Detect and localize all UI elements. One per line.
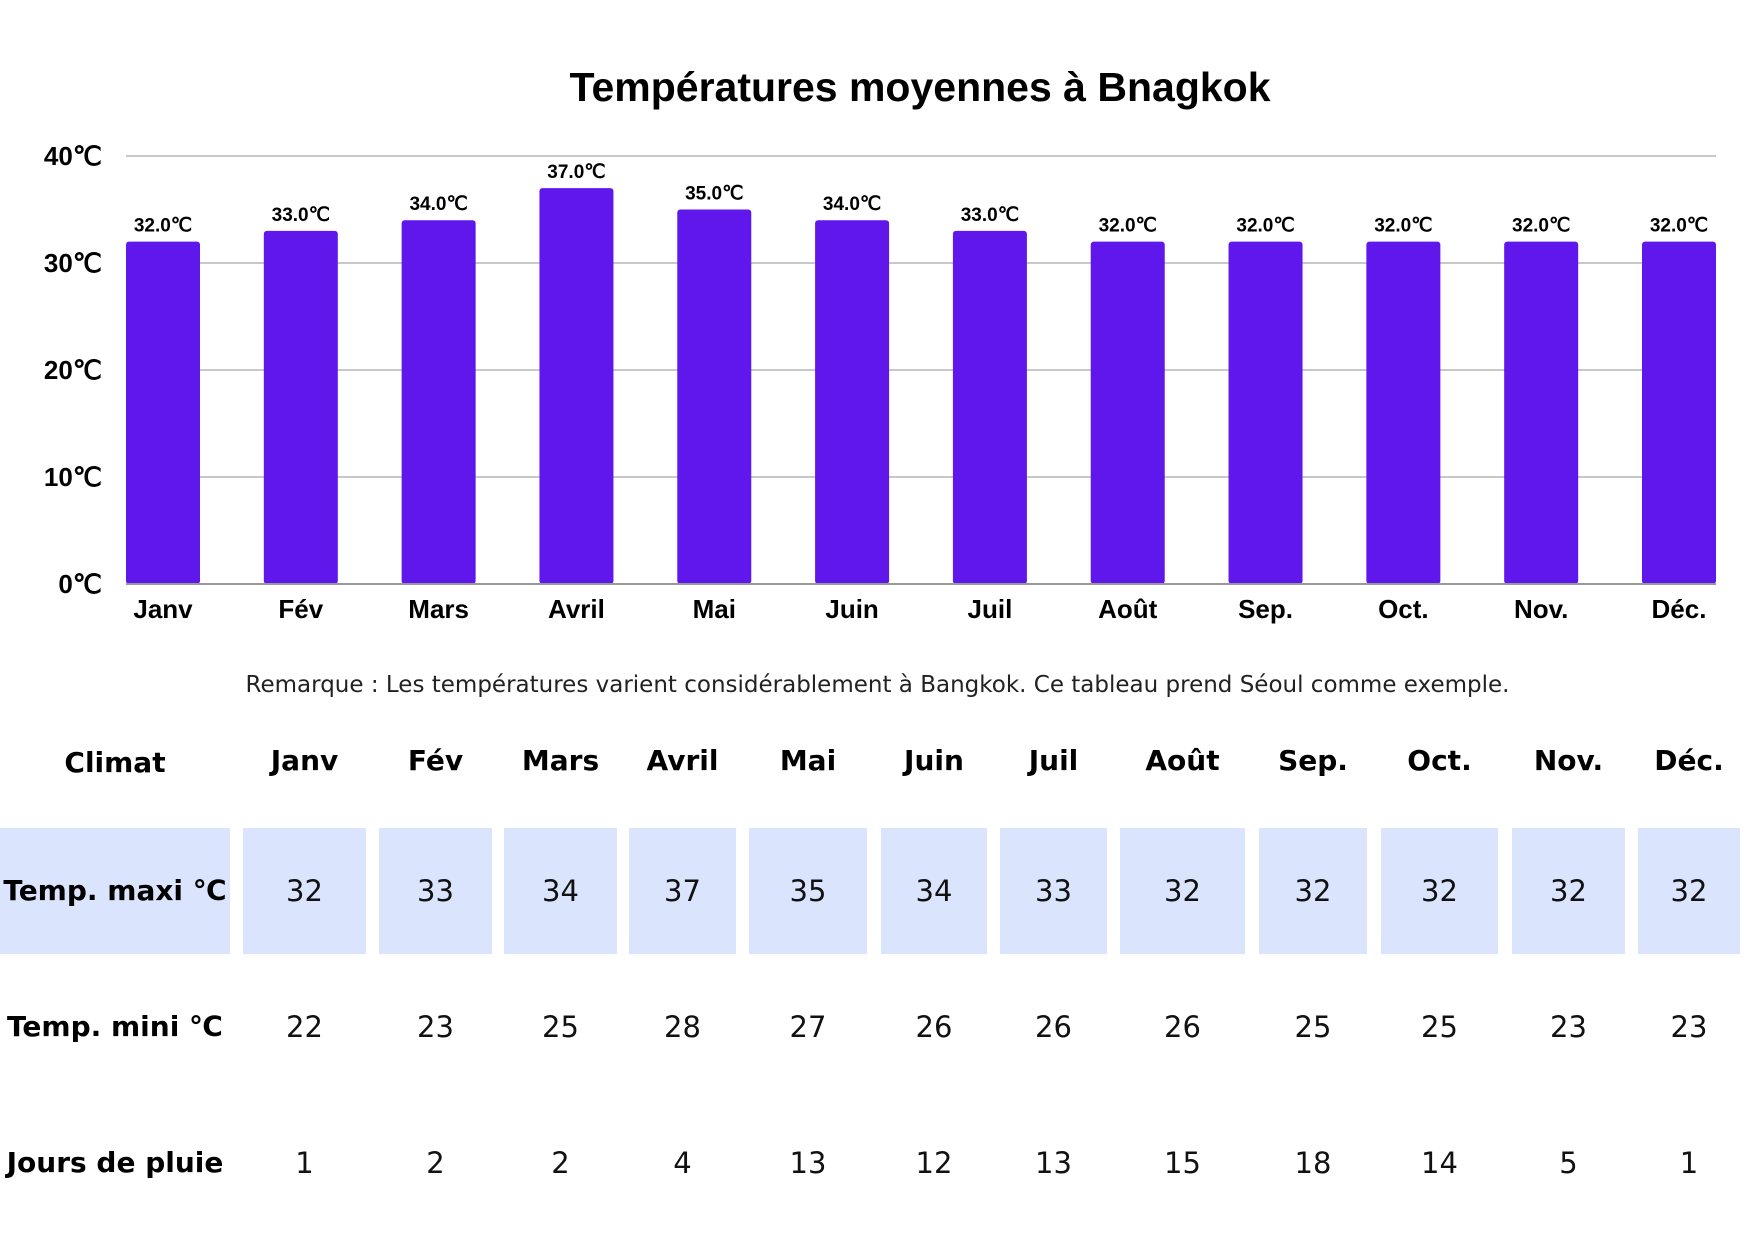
table-cell: 37 xyxy=(629,828,736,954)
x-tick-label: Sep. xyxy=(1238,594,1293,624)
x-tick-label: Avril xyxy=(548,594,605,624)
table-cell: 34 xyxy=(881,828,987,954)
table-cell: 28 xyxy=(664,1010,701,1044)
table-cell: 5 xyxy=(1559,1146,1578,1180)
table-cell: 14 xyxy=(1421,1146,1458,1180)
bar xyxy=(1642,241,1716,584)
x-tick-label: Juil xyxy=(968,594,1013,624)
bar xyxy=(1366,241,1441,584)
table-cell: 33 xyxy=(1000,828,1107,954)
chart-title: Températures moyennes à Bnagkok xyxy=(569,64,1271,110)
data-label: 35.0℃ xyxy=(685,184,743,205)
table-cell: 34 xyxy=(504,828,617,954)
table-month-header: Juil xyxy=(1028,743,1079,777)
table-month-header: Août xyxy=(1145,743,1220,777)
data-label: 32.0℃ xyxy=(1236,216,1294,237)
bar xyxy=(263,230,338,584)
table-cell: 25 xyxy=(1294,1010,1332,1044)
table-cell: 1 xyxy=(1679,1146,1699,1180)
table-cell: 32 xyxy=(1120,828,1245,954)
table-cell: 18 xyxy=(1294,1146,1332,1180)
x-tick-label: Juin xyxy=(825,594,878,624)
table-corner-label: Climat xyxy=(64,745,166,779)
table-cell: 22 xyxy=(286,1010,323,1044)
table-cell: 2 xyxy=(551,1146,570,1180)
data-label: 32.0℃ xyxy=(1650,216,1708,237)
table-month-header: Avril xyxy=(646,743,719,777)
bar xyxy=(952,230,1027,584)
bar xyxy=(401,220,476,584)
data-label: 32.0℃ xyxy=(1099,216,1157,237)
bar xyxy=(1090,241,1165,584)
table-month-header: Sep. xyxy=(1278,743,1348,777)
table-cell: 32 xyxy=(1259,828,1367,954)
table-cell: 4 xyxy=(673,1146,692,1180)
table-cell: 26 xyxy=(1035,1010,1072,1044)
x-tick-label: Fév xyxy=(278,594,323,624)
bar xyxy=(1504,241,1579,584)
table-month-header: Fév xyxy=(407,743,464,777)
data-label: 32.0℃ xyxy=(1512,216,1570,237)
data-label: 32.0℃ xyxy=(1374,216,1432,237)
bar xyxy=(126,241,200,584)
table-month-header: Mai xyxy=(779,743,837,777)
data-label: 34.0℃ xyxy=(409,194,467,215)
table-cell: 15 xyxy=(1164,1146,1201,1180)
table-month-header: Janv xyxy=(270,743,339,777)
table-month-header: Nov. xyxy=(1533,743,1604,777)
table-cell: 25 xyxy=(542,1010,579,1044)
table-cell: 26 xyxy=(915,1010,953,1044)
note-text: Remarque : Les températures varient cons… xyxy=(245,672,1510,698)
row-label: Jours de pluie xyxy=(6,1145,224,1179)
table-cell: 25 xyxy=(1421,1010,1458,1044)
bar xyxy=(1228,241,1303,584)
x-tick-label: Nov. xyxy=(1514,594,1568,624)
x-tick-label: Mars xyxy=(408,594,469,624)
bar-chart: 0℃ 10℃ 20℃ 30℃ 40℃ 32.0℃ Janv 33.0℃ Fév 34.0℃ Mars… xyxy=(44,141,1716,624)
table-month-header: Mars xyxy=(521,743,600,777)
bar xyxy=(539,188,614,584)
table-month-header: Déc. xyxy=(1654,743,1724,777)
table-cell: 13 xyxy=(1035,1146,1072,1180)
x-tick-label: Déc. xyxy=(1652,594,1707,624)
table-cell: 35 xyxy=(749,828,867,954)
row-label: Temp. mini ℃ xyxy=(7,1009,223,1043)
bar xyxy=(815,220,890,584)
bar xyxy=(677,209,752,584)
y-tick-label: 0℃ xyxy=(58,569,102,599)
table-cell: 26 xyxy=(1164,1010,1201,1044)
x-tick-label: Mai xyxy=(693,594,736,624)
table-cell: 32 xyxy=(1512,828,1625,954)
table-cell: 23 xyxy=(1550,1010,1587,1044)
table-cell: 1 xyxy=(295,1146,314,1180)
data-label: 33.0℃ xyxy=(272,205,330,226)
table-cell: 27 xyxy=(789,1010,827,1044)
y-tick-label: 40℃ xyxy=(44,141,102,171)
table-cell: 2 xyxy=(426,1146,445,1180)
x-tick-label: Oct. xyxy=(1378,594,1429,624)
table-cell: 13 xyxy=(789,1146,827,1180)
data-label: 34.0℃ xyxy=(823,194,881,215)
y-tick-label: 20℃ xyxy=(44,355,102,385)
row-label: Temp. maxi ℃ xyxy=(0,828,230,954)
y-tick-label: 10℃ xyxy=(44,462,102,492)
data-label: 32.0℃ xyxy=(134,216,192,237)
y-tick-label: 30℃ xyxy=(44,248,102,278)
table-cell: 23 xyxy=(417,1010,454,1044)
table-cell: 12 xyxy=(915,1146,953,1180)
x-tick-label: Janv xyxy=(133,594,193,624)
data-label: 37.0℃ xyxy=(547,162,605,183)
x-tick-label: Août xyxy=(1098,594,1158,624)
table-cell: 32 xyxy=(243,828,366,954)
table-cell: 23 xyxy=(1670,1010,1708,1044)
table-cell: 32 xyxy=(1381,828,1498,954)
table-cell: 33 xyxy=(379,828,492,954)
table-month-header: Oct. xyxy=(1407,743,1472,777)
table-cell: 32 xyxy=(1638,828,1740,954)
data-label: 33.0℃ xyxy=(961,205,1019,226)
table-month-header: Juin xyxy=(904,743,964,777)
